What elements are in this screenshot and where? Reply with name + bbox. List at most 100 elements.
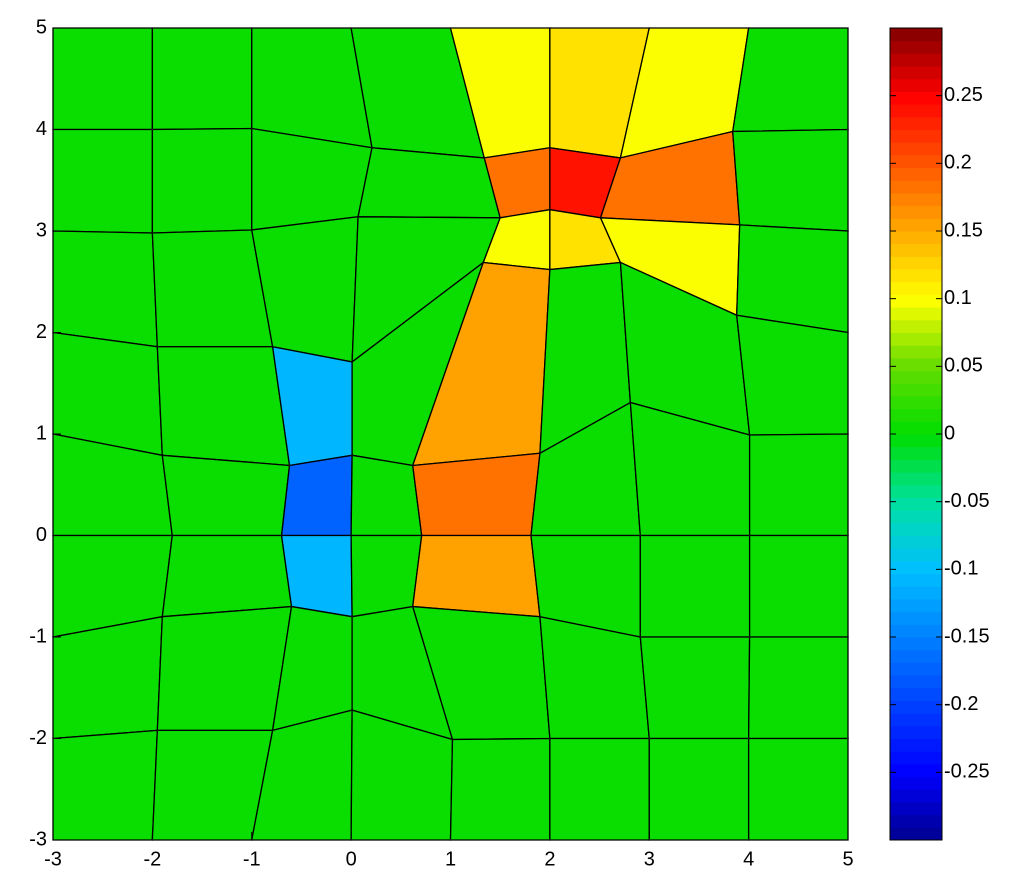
- mesh-cell: [747, 636, 849, 740]
- colorbar-band: [890, 725, 942, 739]
- colorbar-band: [890, 751, 942, 765]
- mesh-cell: [161, 534, 293, 618]
- colorbar-band: [890, 40, 942, 54]
- colorbar-band: [890, 205, 942, 219]
- colorbar-band: [890, 243, 942, 257]
- colorbar-band: [890, 510, 942, 524]
- colorbar-band: [890, 738, 942, 752]
- y-tick-label: 2: [36, 321, 47, 343]
- colorbar-band: [890, 192, 942, 207]
- colorbar-band: [890, 319, 942, 333]
- colorbar-band: [890, 763, 942, 778]
- colorbar-band: [890, 472, 942, 486]
- mesh-cell: [732, 128, 849, 232]
- mesh-cell: [639, 636, 751, 740]
- colorbar-band: [890, 649, 942, 663]
- y-tick-label: 5: [36, 16, 47, 38]
- colorbar-band: [890, 573, 942, 587]
- colorbar-band: [890, 370, 942, 384]
- colorbar-tick-label: -0.2: [944, 693, 978, 715]
- colorbar-tick-label: 0: [944, 422, 955, 444]
- x-tick-label: -2: [143, 848, 161, 870]
- mesh-cell: [52, 615, 163, 740]
- colorbar-band: [890, 434, 942, 448]
- colorbar-band: [890, 446, 942, 460]
- y-tick-label: 4: [36, 118, 47, 140]
- colorbar-band: [890, 827, 942, 841]
- colorbar-band: [890, 91, 942, 105]
- mesh-cell: [52, 230, 159, 348]
- mesh-cell: [736, 224, 849, 334]
- mesh-cell: [539, 615, 650, 740]
- mesh-cell: [151, 127, 253, 234]
- mesh-cell: [357, 147, 502, 219]
- mesh-cell: [280, 534, 353, 618]
- colorbar-band: [890, 789, 942, 803]
- colorbar-band: [890, 307, 942, 321]
- colorbar-band: [890, 637, 942, 651]
- colorbar-band: [890, 395, 942, 410]
- colorbar-band: [890, 78, 942, 92]
- mesh-cell: [350, 454, 423, 537]
- colorbar-tick-label: -0.1: [944, 558, 978, 580]
- y-tick-label: -2: [29, 727, 47, 749]
- colorbar-tick-label: -0.05: [944, 490, 990, 512]
- colorbar-band: [890, 231, 942, 245]
- colorbar-band: [890, 28, 942, 42]
- colorbar-band: [890, 459, 942, 473]
- colorbar-band: [890, 611, 942, 625]
- colorbar-tick-label: 0.05: [944, 355, 983, 377]
- colorbar-band: [890, 598, 942, 613]
- mesh-cell: [151, 27, 253, 131]
- x-tick-label: 1: [445, 848, 456, 870]
- mesh-cell: [449, 737, 551, 841]
- colorbar-band: [890, 66, 942, 80]
- colorbar-band: [890, 345, 942, 359]
- y-tick-label: 3: [36, 219, 47, 241]
- colorbar-band: [890, 269, 942, 283]
- mesh-cell: [639, 534, 751, 638]
- y-tick-label: 1: [36, 422, 47, 444]
- colorbar-band: [890, 116, 942, 130]
- colorbar-band: [890, 624, 942, 638]
- colorbar-band: [890, 357, 942, 372]
- colorbar-band: [890, 484, 942, 498]
- colorbar-tick-label: 0.1: [944, 287, 972, 309]
- mesh-cell: [52, 729, 159, 841]
- y-tick-label: -3: [29, 828, 47, 850]
- colorbar-band: [890, 408, 942, 422]
- colorbar-band: [890, 801, 942, 816]
- mesh-cell: [156, 346, 291, 467]
- mesh-cell: [52, 128, 154, 234]
- mesh-cell: [280, 454, 353, 537]
- mesh-cell: [747, 737, 849, 841]
- colorbar-band: [890, 129, 942, 143]
- colorbar-band: [890, 713, 942, 727]
- colorbar-band: [890, 776, 942, 790]
- colorbar-band: [890, 294, 942, 308]
- mesh-cell: [549, 737, 650, 841]
- mesh-cell: [735, 314, 849, 436]
- colorbar-band: [890, 421, 942, 435]
- colorbar-band: [890, 700, 942, 714]
- mesh-cell: [412, 452, 541, 537]
- colorbar-tick-label: 0.15: [944, 219, 983, 241]
- x-tick-label: 4: [743, 848, 754, 870]
- x-tick-label: 5: [842, 848, 853, 870]
- colorbar-band: [890, 256, 942, 270]
- colorbar-band: [890, 180, 942, 194]
- colorbar-band: [890, 281, 942, 295]
- colorbar-band: [890, 383, 942, 397]
- x-tick-label: 3: [644, 848, 655, 870]
- colorbar-band: [890, 560, 942, 575]
- mesh-cell: [350, 534, 423, 618]
- colorbar-band: [890, 548, 942, 562]
- colorbar-band: [890, 218, 942, 232]
- mesh-cell: [156, 605, 293, 732]
- colorbar-band: [890, 497, 942, 511]
- colorbar-tick-label: -0.25: [944, 761, 990, 783]
- colorbar-band: [890, 154, 942, 169]
- colorbar-tick-label: 0.25: [944, 84, 983, 106]
- colorbar-band: [890, 104, 942, 118]
